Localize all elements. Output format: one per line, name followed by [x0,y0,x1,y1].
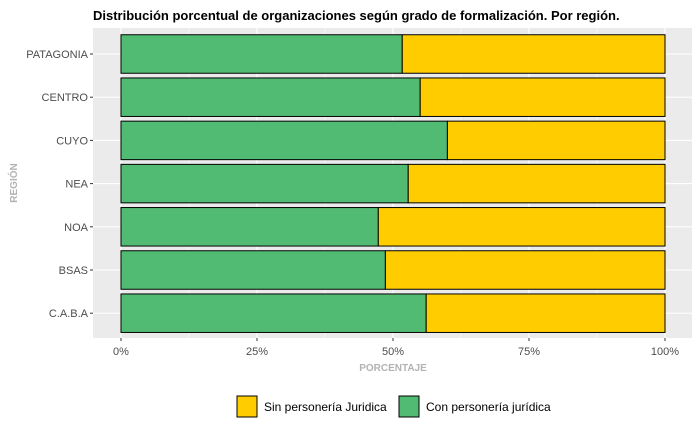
chart-title: Distribución porcentual de organizacione… [93,8,620,23]
y-axis: PATAGONIA CENTRO CUYO NEA NOA BSAS C.A.B.A [26,49,93,320]
x-tick-label: 100% [651,346,679,358]
y-tick-label: CENTRO [42,92,89,104]
legend-label: Con personería jurídica [426,400,551,414]
bar-con-personeria-cuyo [120,120,448,161]
bar-con-personeria-nea [120,163,409,204]
bar-sin-personeria-nea [407,163,666,204]
y-tick-label: CUYO [56,135,88,147]
bar-sin-personeria-centro [419,77,666,117]
legend-label: Sin personería Juridica [264,400,387,414]
legend-swatch [236,395,258,418]
y-tick-label: PATAGONIA [26,49,88,61]
y-tick-label: NEA [65,179,88,191]
bar-sin-personeria-bsas [384,250,666,290]
bar-con-personeria-bsas [120,250,386,290]
x-tick-label: 75% [518,346,540,358]
bar-con-personeria-noa [120,207,379,247]
x-axis-title: PORCENTAJE [359,363,427,374]
x-axis: 0% 25% 50% 75% 100% [113,338,679,358]
y-tick-label: BSAS [59,265,88,277]
bar-sin-personeria-cuyo [446,120,666,161]
x-tick-label: 0% [113,346,129,358]
x-tick-label: 25% [246,346,268,358]
bars [120,34,666,333]
bar-con-personeria-patagonia [120,34,403,74]
y-axis-title: REGIÓN [7,163,20,202]
legend: Sin personería Juridica Con personería ju… [236,395,551,418]
bar-sin-personeria-caba [425,293,666,333]
bar-con-personeria-centro [120,77,421,117]
bar-sin-personeria-patagonia [401,34,666,74]
y-tick-label: C.A.B.A [49,308,89,320]
bar-sin-personeria-noa [377,207,666,247]
x-tick-label: 50% [382,346,404,358]
y-tick-label: NOA [64,222,89,234]
legend-swatch [398,395,420,418]
bar-con-personeria-caba [120,293,427,333]
